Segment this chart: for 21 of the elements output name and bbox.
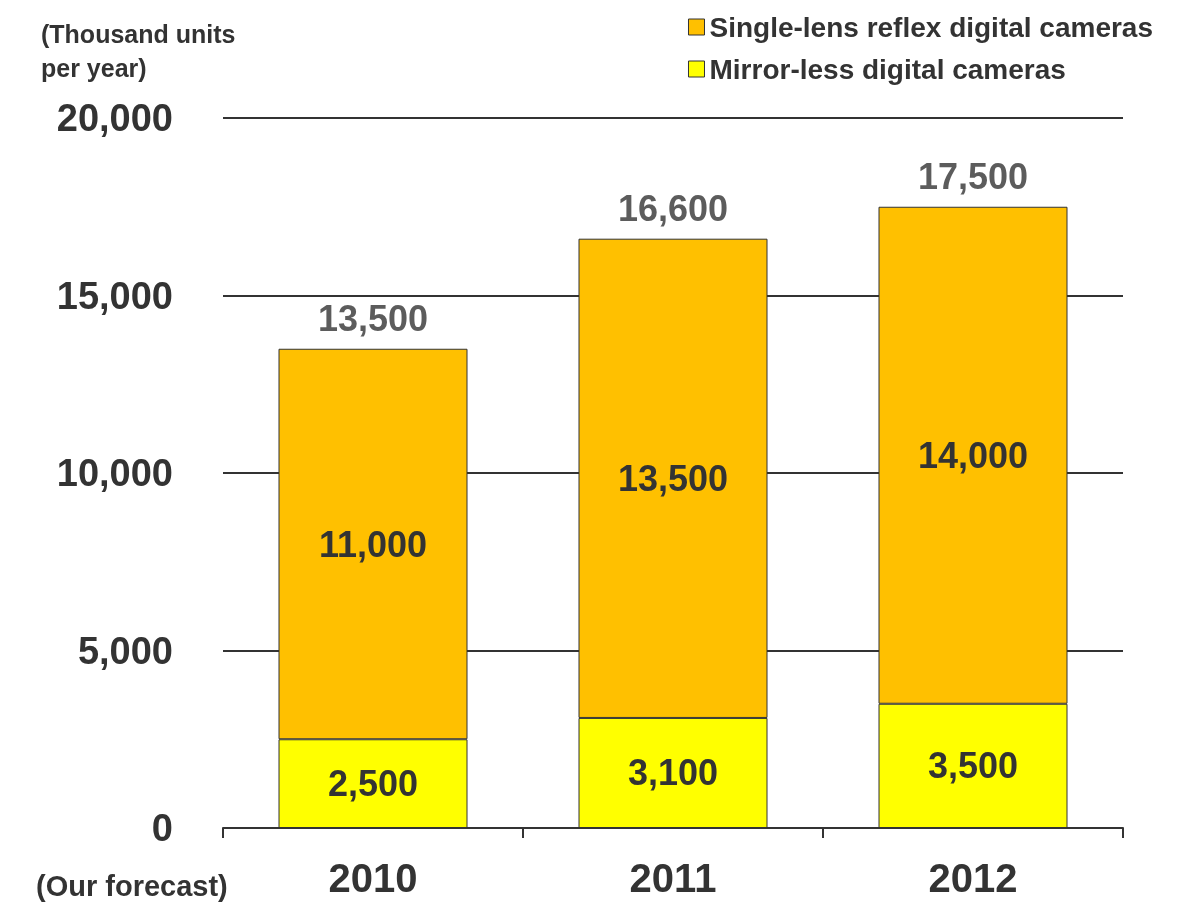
x-tick-label: 2010 xyxy=(328,856,418,900)
data-label: 13,500 xyxy=(617,457,729,499)
x-tick-label: 2011 xyxy=(629,856,717,900)
data-label: 11,000 xyxy=(318,523,428,565)
text: (Our forecast) xyxy=(36,869,228,902)
y-axis-title: (Thousand units per year) xyxy=(41,20,236,82)
data-label: 3,100 xyxy=(627,752,719,794)
y-tick-label: 0 xyxy=(151,807,173,849)
y-tick-label: 5,000 xyxy=(77,629,173,672)
total-label: 17,500 xyxy=(917,156,1029,198)
data-label: 14,000 xyxy=(917,434,1029,476)
data-label: 2,500 xyxy=(327,763,419,805)
legend-label: Single-lens reflex digital cameras xyxy=(709,11,1153,43)
total-label: 16,600 xyxy=(617,188,729,230)
y-tick-label: 15,000 xyxy=(56,274,173,317)
data-label: 3,500 xyxy=(927,745,1019,787)
total-label: 13,500 xyxy=(317,298,429,340)
y-tick-label: 10,000 xyxy=(56,452,173,494)
x-tick-label: 2012 xyxy=(928,856,1018,900)
y-tick-label: 20,000 xyxy=(56,97,173,139)
legend-label: Mirror-less digital cameras xyxy=(709,53,1066,85)
